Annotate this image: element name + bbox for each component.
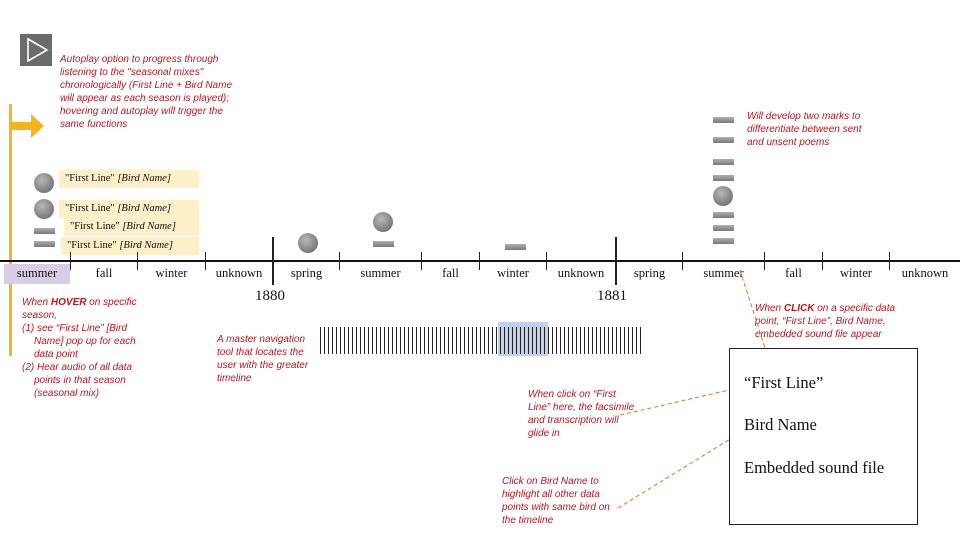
play-button[interactable]: [20, 34, 52, 66]
hover-item-1: (1) see “First Line” [Bird Name] pop up …: [22, 323, 136, 360]
click-note: When CLICK on a specific data point, “Fi…: [755, 303, 896, 340]
season-tick: [421, 252, 422, 270]
season-label[interactable]: unknown: [901, 266, 949, 280]
year-tick: [615, 237, 617, 285]
season-label[interactable]: spring: [633, 266, 666, 280]
data-point-dot[interactable]: [298, 233, 318, 253]
detail-bird-name[interactable]: Bird Name: [744, 415, 817, 434]
season-tick: [137, 252, 138, 270]
master-nav-note: A master navigation tool that locates th…: [217, 334, 309, 384]
hover-popup[interactable]: "First Line" [Bird Name]: [64, 218, 199, 236]
season-tick: [822, 252, 823, 270]
season-label[interactable]: unknown: [215, 266, 263, 280]
season-label[interactable]: summer: [703, 266, 744, 280]
master-navigation[interactable]: [320, 322, 642, 356]
data-point-dot[interactable]: [713, 186, 733, 206]
click-keyword: CLICK: [783, 303, 815, 314]
bird-click-note: Click on Bird Name to highlight all othe…: [502, 476, 610, 526]
season-label[interactable]: spring: [290, 266, 323, 280]
season-tick: [546, 252, 547, 270]
season-tick: [70, 252, 71, 270]
data-point-bar[interactable]: [713, 225, 734, 231]
season-tick: [205, 252, 206, 270]
season-tick: [339, 252, 340, 270]
data-point-dot[interactable]: [34, 173, 54, 193]
season-label[interactable]: summer: [360, 266, 401, 280]
data-point-dot[interactable]: [373, 212, 393, 232]
hover-item-2: (2) Hear audio of all data points in tha…: [22, 362, 133, 399]
data-point-dot[interactable]: [34, 199, 54, 219]
data-point-bar[interactable]: [713, 117, 734, 123]
season-highlight: [4, 264, 70, 284]
detail-sound-file[interactable]: Embedded sound file: [744, 458, 885, 477]
timeline-axis: [0, 260, 960, 262]
nav-ticks: [320, 327, 642, 354]
autoplay-progress-line: [9, 104, 12, 356]
season-label[interactable]: fall: [95, 266, 113, 280]
hover-keyword: HOVER: [50, 297, 87, 308]
data-point-bar[interactable]: [505, 244, 526, 250]
hover-popup[interactable]: "First Line" [Bird Name]: [61, 237, 199, 255]
data-point-bar[interactable]: [373, 241, 394, 247]
season-label[interactable]: winter: [840, 266, 872, 280]
data-point-bar[interactable]: [713, 238, 734, 244]
season-label[interactable]: unknown: [557, 266, 605, 280]
season-label[interactable]: summer: [16, 266, 58, 280]
autoplay-arrow-icon: [9, 114, 44, 138]
data-point-bar[interactable]: [34, 228, 55, 234]
data-point-bar[interactable]: [713, 212, 734, 218]
data-point-bar[interactable]: [713, 159, 734, 165]
season-tick: [479, 252, 480, 270]
play-icon: [27, 37, 49, 63]
year-label: 1880: [255, 288, 285, 304]
detail-first-line[interactable]: “First Line”: [744, 373, 824, 392]
season-label[interactable]: winter: [497, 266, 529, 280]
data-point-bar[interactable]: [34, 241, 55, 247]
first-line-click-note: When click on “First Line” here, the fac…: [528, 389, 635, 439]
detail-box: “First Line” Bird Name Embedded sound fi…: [729, 348, 918, 525]
hover-popup[interactable]: "First Line" [Bird Name]: [59, 200, 199, 218]
hover-note: When HOVER on specific season, (1) see “…: [22, 296, 147, 400]
autoplay-note: Autoplay option to progress through list…: [60, 54, 233, 130]
data-point-bar[interactable]: [713, 175, 734, 181]
two-marks-note: Will develop two marks to differentiate …: [747, 111, 862, 148]
data-point-bar[interactable]: [713, 137, 734, 143]
season-label[interactable]: fall: [785, 266, 802, 280]
year-label: 1881: [597, 288, 627, 304]
year-tick: [272, 237, 274, 285]
season-label[interactable]: fall: [442, 266, 459, 280]
season-tick: [889, 252, 890, 270]
hover-popup[interactable]: "First Line" [Bird Name]: [59, 170, 199, 188]
season-tick: [682, 252, 683, 270]
season-label[interactable]: winter: [155, 266, 188, 280]
season-tick: [764, 252, 765, 270]
